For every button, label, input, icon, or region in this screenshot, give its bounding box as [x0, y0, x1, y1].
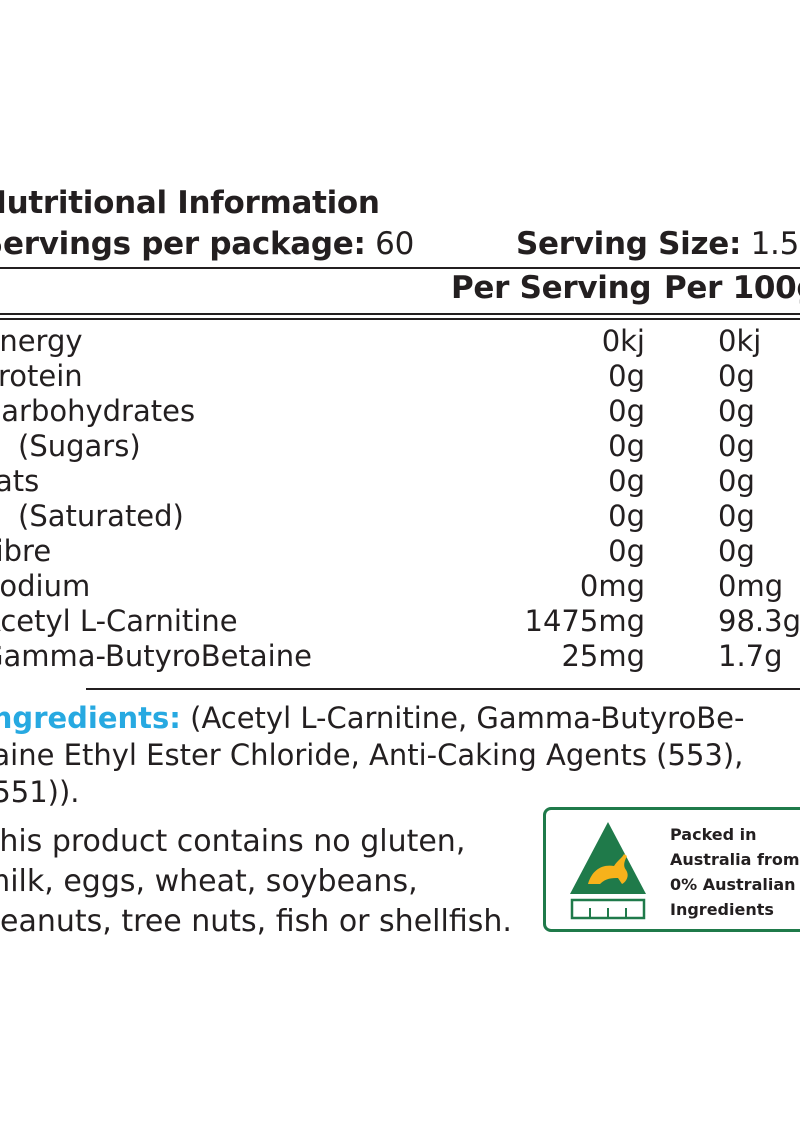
per-100g-value: 0g — [718, 394, 755, 428]
badge-line: 0% Australian — [670, 875, 796, 894]
table-row: Acetyl L-Carnitine 1475mg 98.3g — [0, 604, 800, 639]
servings-per-package: Servings per package: 60 — [0, 226, 414, 262]
nutrient-name: Energy — [0, 324, 83, 358]
nutrient-name: Carbohydrates — [0, 394, 196, 428]
table-row: Fats 0g 0g — [0, 464, 800, 499]
table-row: Sodium 0mg 0mg — [0, 569, 800, 604]
per-serving-value: 0g — [608, 499, 645, 533]
per-100g-value: 1.7g — [718, 639, 783, 673]
allergen-statement: This product contains no gluten, milk, e… — [0, 824, 512, 939]
per-serving-value: 0g — [608, 464, 645, 498]
table-row: Protein 0g 0g — [0, 359, 800, 394]
badge-text: Packed in Australia from 0% Australian I… — [670, 822, 800, 922]
per-100g-value: 0g — [718, 464, 755, 498]
badge-line: Packed in — [670, 825, 757, 844]
column-header-per-100g: Per 100g — [664, 270, 800, 306]
nutrient-name: Sodium — [0, 569, 91, 603]
per-100g-value: 0kj — [718, 324, 762, 358]
column-header-per-serving: Per Serving — [451, 270, 652, 306]
per-100g-value: 0mg — [718, 569, 784, 603]
badge-line: Australia from — [670, 850, 800, 869]
per-serving-value: 0g — [608, 359, 645, 393]
divider — [86, 688, 800, 690]
ingredients-statement: Ingredients: (Acetyl L-Carnitine, Gamma-… — [0, 700, 791, 811]
nutrient-table: Energy 0kj 0kj Protein 0g 0g Carbohydrat… — [0, 324, 800, 674]
nutrient-name: Acetyl L-Carnitine — [0, 604, 238, 638]
per-serving-value: 0g — [608, 534, 645, 568]
australian-made-badge: Packed in Australia from 0% Australian I… — [543, 807, 800, 932]
nutrient-name: (Sugars) — [18, 429, 141, 463]
serving-size-value: 1.5g — [750, 226, 800, 262]
nutrient-name: (Saturated) — [18, 499, 184, 533]
per-serving-value: 0mg — [579, 569, 645, 603]
table-row: (Saturated) 0g 0g — [0, 499, 800, 534]
per-100g-value: 0g — [718, 429, 755, 463]
per-serving-value: 0kj — [601, 324, 645, 358]
table-row: Fibre 0g 0g — [0, 534, 800, 569]
serving-size: Serving Size: 1.5g — [516, 226, 800, 262]
per-100g-value: 0g — [718, 499, 755, 533]
nutrient-name: Fibre — [0, 534, 52, 568]
per-100g-value: 0g — [718, 534, 755, 568]
badge-line: Ingredients — [670, 900, 774, 919]
table-row: Carbohydrates 0g 0g — [0, 394, 800, 429]
panel-title: Nutritional Information — [0, 185, 380, 221]
servings-value: 60 — [375, 226, 415, 262]
ingredients-text: (Acetyl L-Carnitine, Gamma-ButyroBe-tain… — [0, 701, 745, 809]
kangaroo-triangle-icon — [570, 822, 646, 920]
per-serving-value: 0g — [608, 429, 645, 463]
nutrient-name: Fats — [0, 464, 40, 498]
per-100g-value: 98.3g — [718, 604, 800, 638]
divider — [0, 267, 800, 269]
divider — [0, 313, 800, 315]
servings-label: Servings per package: — [0, 226, 366, 262]
nutrient-name: Gamma-ButyroBetaine — [0, 639, 312, 673]
per-serving-value: 1475mg — [524, 604, 645, 638]
per-serving-value: 0g — [608, 394, 645, 428]
table-row: (Sugars) 0g 0g — [0, 429, 800, 464]
nutrient-name: Protein — [0, 359, 83, 393]
per-100g-value: 0g — [718, 359, 755, 393]
serving-size-label: Serving Size: — [516, 226, 742, 262]
table-row: Gamma-ButyroBetaine 25mg 1.7g — [0, 639, 800, 674]
divider — [0, 318, 800, 320]
per-serving-value: 25mg — [561, 639, 645, 673]
ingredients-label: Ingredients: — [0, 701, 181, 735]
table-row: Energy 0kj 0kj — [0, 324, 800, 359]
